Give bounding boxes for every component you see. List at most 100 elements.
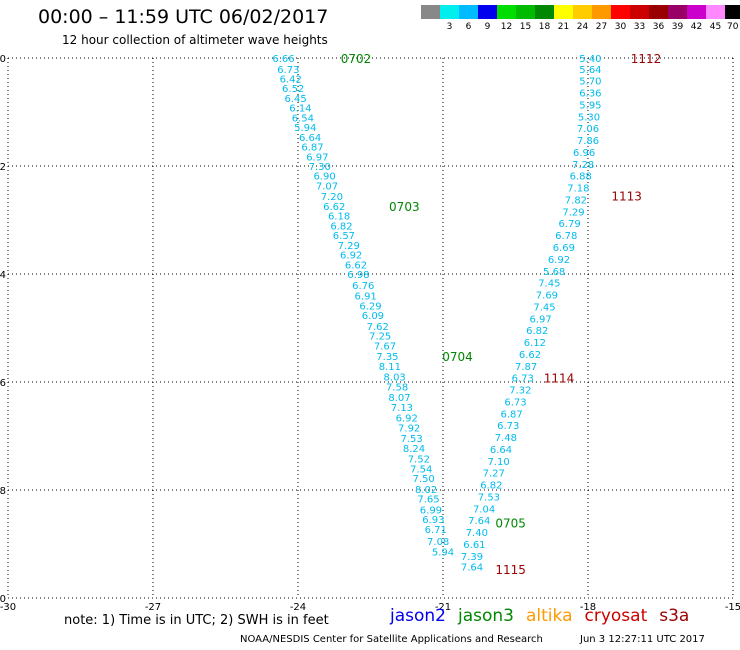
y-tick-label: -2 — [0, 162, 6, 173]
swh-value-label: 7.54 — [410, 464, 432, 475]
swh-value-label: 6.93 — [422, 515, 444, 526]
swh-value-label: 6.73 — [504, 397, 526, 408]
swh-value-label: 7.64 — [468, 516, 490, 527]
color-swatch — [478, 5, 497, 19]
swh-value-label: 7.53 — [400, 434, 422, 445]
swh-value-label: 6.82 — [330, 221, 352, 232]
color-scale-label: 18 — [538, 22, 551, 32]
swh-value-label: 6.92 — [340, 251, 362, 262]
swh-value-label: 6.73 — [512, 374, 534, 385]
swh-value-label: 7.27 — [483, 469, 505, 480]
swh-value-label: 7.48 — [495, 433, 517, 444]
swh-value-label: 8.02 — [415, 485, 437, 496]
x-tick-label: -24 — [290, 602, 306, 613]
swh-value-label: 6.73 — [497, 421, 519, 432]
swh-value-label: 7.64 — [461, 563, 483, 574]
swh-value-label: 6.29 — [359, 301, 381, 312]
swh-value-label: 5.30 — [578, 112, 600, 123]
color-scale-label: 42 — [690, 22, 703, 32]
color-swatch — [668, 5, 687, 19]
swh-value-label: 6.91 — [355, 292, 377, 303]
swh-value-label: 5.94 — [294, 123, 316, 134]
color-swatch — [573, 5, 592, 19]
swh-value-label: 7.58 — [386, 382, 408, 393]
swh-value-label: 7.10 — [487, 457, 509, 468]
footer-note: note: 1) Time is in UTC; 2) SWH is in fe… — [64, 613, 329, 628]
swh-value-label: 6.97 — [306, 152, 328, 163]
swh-value-label: 6.96 — [573, 148, 595, 159]
swh-value-label: 6.62 — [345, 260, 367, 271]
swh-value-label: 7.67 — [374, 341, 396, 352]
color-scale-label: 36 — [652, 22, 665, 32]
time-label: 1115 — [495, 563, 526, 577]
swh-value-label: 6.99 — [420, 505, 442, 516]
legend-entry-cryosat: cryosat — [584, 606, 648, 626]
swh-value-label: 6.64 — [299, 133, 321, 144]
swh-value-label: 6.14 — [289, 104, 311, 115]
swh-value-label: 7.35 — [376, 352, 398, 363]
color-swatch — [687, 5, 706, 19]
color-scale-label: 33 — [633, 22, 646, 32]
time-label: 0702 — [341, 52, 372, 66]
swh-value-label: 6.12 — [524, 338, 546, 349]
color-swatch — [706, 5, 725, 19]
time-label: 0705 — [495, 516, 526, 530]
swh-value-label: 7.07 — [316, 181, 338, 192]
x-tick-label: -18 — [580, 602, 596, 613]
swh-value-label: 5.64 — [579, 65, 601, 76]
swh-value-label: 7.29 — [338, 241, 360, 252]
swh-value-label: 7.29 — [562, 207, 584, 218]
color-swatch — [421, 5, 440, 19]
legend-entry-jason2: jason2 — [390, 606, 446, 626]
time-label: 1113 — [611, 190, 642, 204]
swh-value-label: 6.42 — [280, 75, 302, 86]
swh-value-label: 7.28 — [572, 160, 594, 171]
color-scale-label: 39 — [671, 22, 684, 32]
swh-value-label: 6.87 — [301, 143, 323, 154]
color-scale-label: 30 — [614, 22, 627, 32]
color-scale-label: 70 (ft) — [727, 22, 740, 32]
swh-value-label: 7.82 — [565, 195, 587, 206]
swh-value-label: 7.13 — [391, 403, 413, 414]
y-tick-label: -6 — [0, 378, 6, 389]
chart-axes: -30 -27 -24 -21 -18 -15 0 -2 -4 -6 -8 -10 — [0, 54, 740, 613]
swh-value-label: 5.40 — [579, 54, 601, 65]
swh-value-label: 7.08 — [427, 537, 449, 548]
swh-value-label: 6.71 — [425, 525, 447, 536]
swh-value-label: 5.70 — [579, 77, 601, 88]
swh-value-label: 6.54 — [292, 113, 314, 124]
swh-value-label: 7.30 — [309, 162, 331, 173]
color-swatch — [497, 5, 516, 19]
swh-value-label: 7.39 — [461, 552, 483, 563]
swh-value-label: 8.11 — [379, 362, 401, 373]
swh-value-label: 6.78 — [555, 231, 577, 242]
color-scale-label: 24 — [576, 22, 589, 32]
time-label: 0703 — [389, 200, 420, 214]
color-scale-bar — [421, 5, 740, 21]
color-scale-label: 27 — [595, 22, 608, 32]
swh-value-label: 6.64 — [490, 445, 512, 456]
color-swatch — [554, 5, 573, 19]
swh-value-label: 7.53 — [478, 492, 500, 503]
swh-value-label: 5.68 — [543, 267, 565, 278]
swh-value-label: 6.61 — [463, 540, 485, 551]
swh-value-label: 7.45 — [533, 302, 555, 313]
swh-value-label: 6.52 — [282, 84, 304, 95]
swh-value-label: 7.52 — [408, 455, 430, 466]
swh-value-label: 7.06 — [577, 124, 599, 135]
time-label: 1114 — [544, 372, 575, 386]
swh-value-label: 7.92 — [398, 423, 420, 434]
swh-value-label: 5.94 — [432, 548, 454, 559]
swh-value-label: 8.03 — [384, 373, 406, 384]
swh-value-label: 6.90 — [313, 172, 335, 183]
wave-height-points: 6.666.736.426.526.456.146.545.946.646.87… — [272, 54, 601, 574]
swh-value-label: 5.95 — [579, 100, 601, 111]
swh-value-label: 6.76 — [352, 281, 374, 292]
swh-value-label: 7.45 — [538, 279, 560, 290]
swh-value-label: 7.87 — [515, 362, 537, 373]
color-scale-label: 15 — [519, 22, 532, 32]
swh-value-label: 7.86 — [577, 136, 599, 147]
swh-value-label: 7.50 — [413, 474, 435, 485]
